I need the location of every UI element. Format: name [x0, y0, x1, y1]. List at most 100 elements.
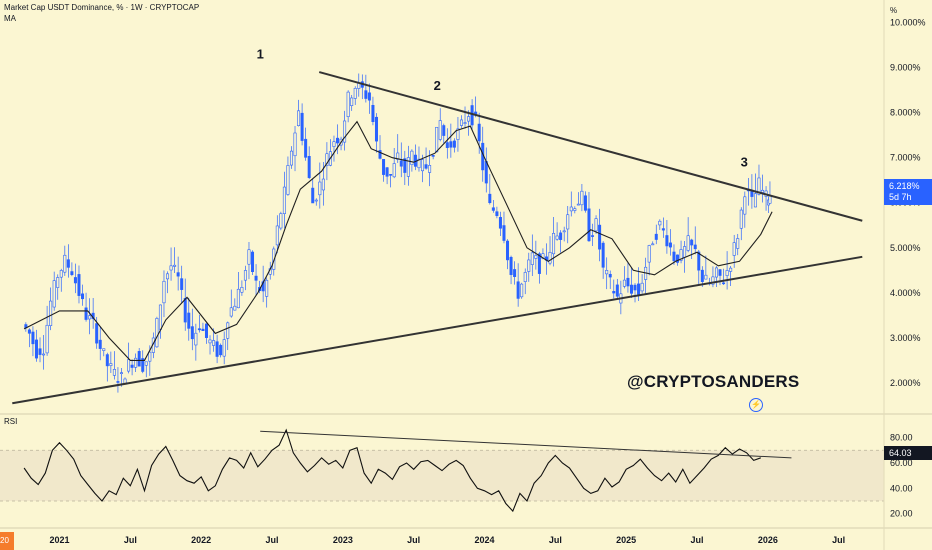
candle-body: [651, 243, 655, 246]
candle-body: [725, 270, 729, 276]
candle-body: [761, 189, 765, 193]
candle-body: [52, 280, 56, 308]
bolt-icon[interactable]: ⚡: [749, 398, 763, 412]
candle-body: [158, 304, 162, 330]
candle-body: [612, 291, 616, 294]
candle-body: [583, 195, 587, 211]
candle-body: [637, 283, 641, 295]
candle-body: [116, 381, 120, 383]
candle-body: [382, 158, 386, 175]
rsi-trendline: [260, 430, 792, 459]
candle-body: [704, 274, 708, 280]
candle-body: [346, 91, 350, 117]
candle-body: [70, 271, 74, 275]
candle-body: [27, 329, 31, 334]
line-layer: [12, 71, 863, 513]
candle-body: [640, 282, 644, 292]
candle-body: [438, 120, 442, 140]
rsi-tick-label: 20.00: [890, 509, 913, 519]
candle-body: [467, 116, 471, 122]
candle-body: [421, 159, 425, 172]
candle-body: [56, 277, 60, 288]
candle-body: [463, 122, 467, 124]
candle-body: [566, 214, 570, 230]
rsi-title: RSI: [4, 417, 18, 426]
rsi-tick-label: 60.00: [890, 458, 913, 468]
candle-body: [183, 297, 187, 323]
candle-body: [654, 233, 658, 240]
candle-body: [594, 218, 598, 232]
candle-body: [226, 322, 230, 339]
candle-body: [112, 369, 116, 376]
candle-body: [321, 178, 325, 191]
candle-body: [42, 353, 46, 356]
candle-body: [424, 164, 428, 169]
candle-body: [668, 242, 672, 248]
candle-body: [180, 278, 184, 290]
candle-body: [251, 251, 255, 273]
candle-body: [279, 213, 283, 229]
candle-body: [530, 252, 534, 265]
lower-trendline: [12, 255, 863, 405]
candle-body: [144, 361, 148, 366]
candle-body: [576, 203, 580, 206]
candle-body: [59, 270, 63, 278]
y-tick-label: 10.000%: [890, 18, 926, 28]
x-tick-label: Jul: [832, 535, 845, 545]
upper-trendline: [318, 71, 863, 222]
candle-body: [343, 120, 347, 143]
candle-body: [484, 161, 488, 184]
candle-body: [282, 186, 286, 214]
peak-label-1: 1: [257, 47, 264, 62]
x-tick-label: Jul: [690, 535, 703, 545]
label-layer: 1 2 3: [257, 47, 748, 170]
candle-body: [711, 276, 715, 285]
candle-body: [105, 354, 109, 367]
candle-body: [385, 167, 389, 177]
candle-body: [523, 272, 527, 282]
candle-body: [233, 305, 237, 311]
y-tick-label: 2.000%: [890, 378, 921, 388]
candle-body: [757, 177, 761, 195]
candle-body: [155, 318, 159, 348]
price-countdown: 5d 7h: [889, 192, 912, 202]
candle-body: [559, 232, 563, 240]
candle-body: [509, 256, 513, 275]
candle-body: [364, 90, 368, 99]
candle-body: [513, 269, 517, 277]
candle-body: [38, 348, 42, 355]
candle-body: [88, 315, 92, 320]
candle-body: [275, 225, 279, 246]
candle-body: [498, 216, 502, 229]
x-tick-label: 2026: [758, 535, 778, 545]
candle-body: [102, 348, 106, 351]
x-tick-label: 2021: [49, 535, 69, 545]
candle-body: [608, 273, 612, 278]
candle-body: [134, 357, 138, 368]
candle-body: [477, 123, 481, 142]
candle-body: [293, 132, 297, 157]
candle-body: [665, 235, 669, 247]
candle-body: [392, 163, 396, 178]
candle-body: [753, 193, 757, 208]
x-tick-label: 2024: [474, 535, 494, 545]
candle-body: [63, 254, 67, 273]
candle-body: [622, 279, 626, 287]
candle-body: [502, 225, 506, 241]
candle-body: [661, 228, 665, 231]
candle-body: [367, 92, 371, 101]
candle-body: [240, 287, 244, 293]
candle-body: [629, 284, 633, 294]
y-tick-label: 9.000%: [890, 63, 921, 73]
candle-body: [130, 364, 134, 368]
candle-body: [601, 242, 605, 268]
candle-body: [194, 332, 198, 346]
x-tick-label: Jul: [549, 535, 562, 545]
candle-body: [318, 181, 322, 196]
candle-body: [148, 351, 152, 362]
candle-body: [626, 277, 630, 287]
corner-tag: 20: [0, 532, 14, 550]
price-badge: 6.218% 5d 7h: [884, 179, 932, 205]
